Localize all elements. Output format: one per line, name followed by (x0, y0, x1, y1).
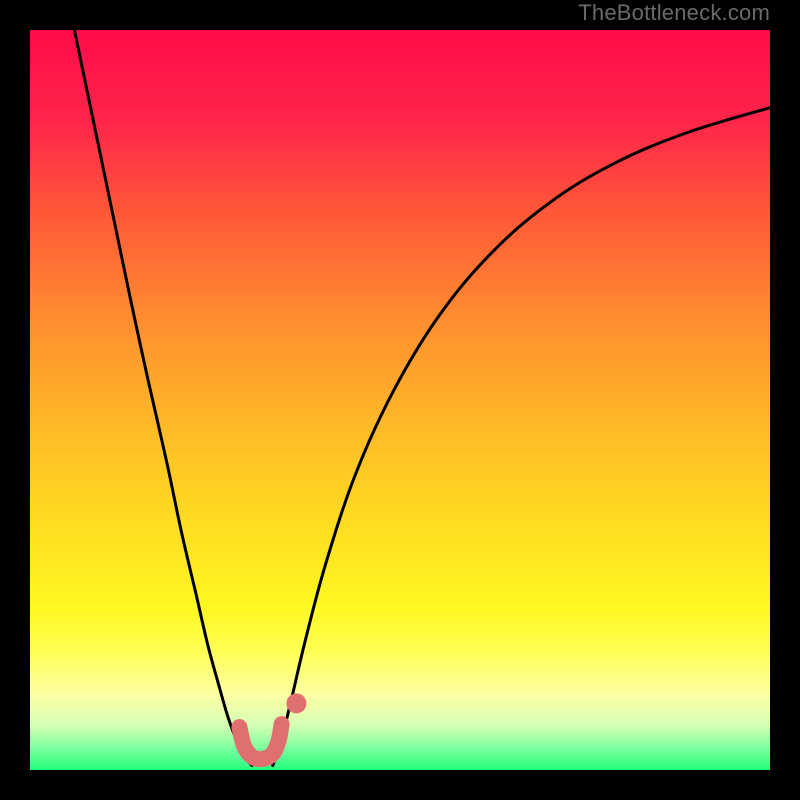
marker-dot (286, 693, 306, 713)
bottom-u-loop (239, 724, 281, 759)
chart-outer-frame: TheBottleneck.com (0, 0, 800, 800)
plot-area (30, 30, 770, 770)
watermark-text: TheBottleneck.com (578, 0, 770, 26)
left-curve (74, 30, 252, 766)
right-curve (273, 108, 770, 766)
curve-layer (30, 30, 770, 770)
